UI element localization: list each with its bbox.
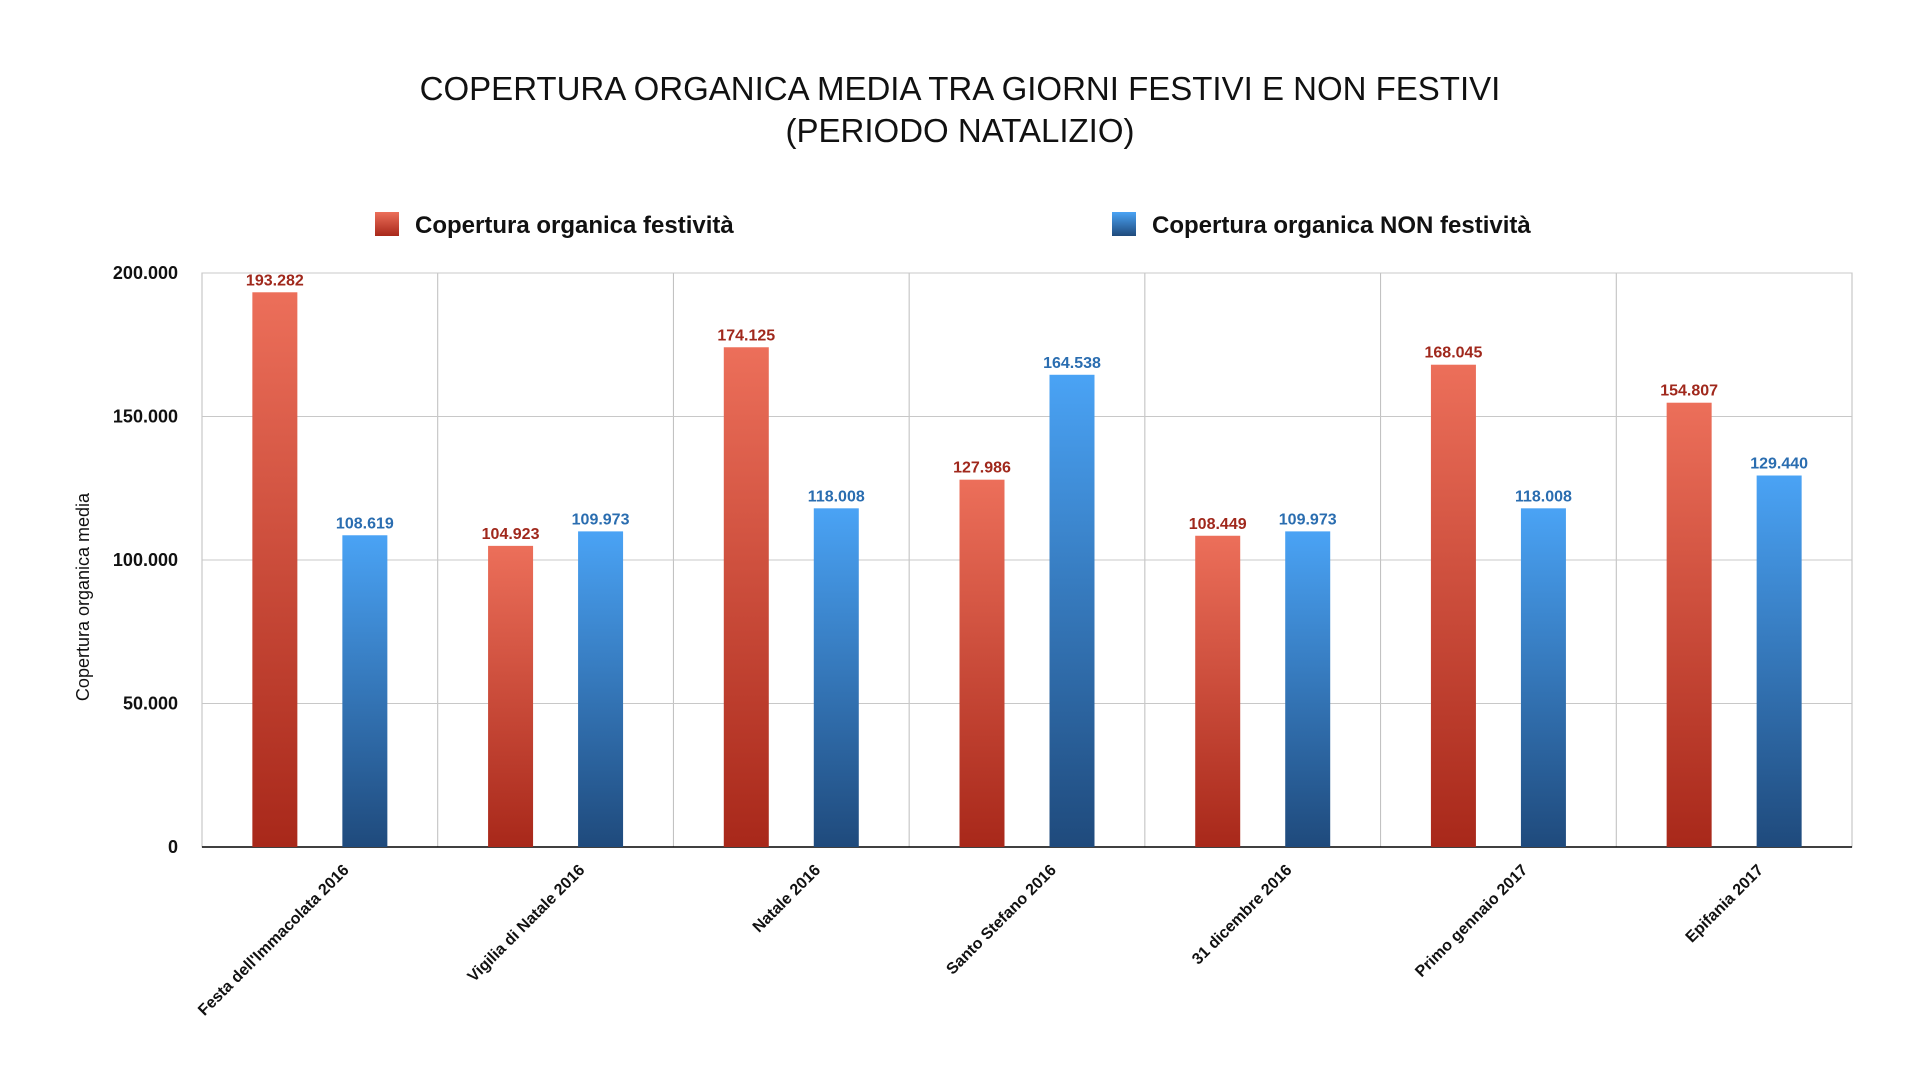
- x-tick-label: Natale 2016: [750, 862, 824, 936]
- bar-non-festivita: [813, 508, 859, 847]
- value-label-festivita: 108.449: [1189, 516, 1247, 533]
- value-label-festivita: 127.986: [953, 460, 1011, 477]
- y-axis-ticks: 0 50.000 100.000 150.000 200.000: [113, 263, 178, 857]
- value-label-non-festivita: 108.619: [336, 515, 394, 532]
- x-tick-label: Epifania 2017: [1683, 862, 1767, 946]
- value-label-non-festivita: 164.538: [1043, 355, 1101, 372]
- bar-festivita: [1666, 402, 1712, 847]
- value-label-non-festivita: 118.008: [1515, 488, 1572, 505]
- legend: Copertura organica festività Copertura o…: [375, 212, 1531, 239]
- bar-festivita: [959, 479, 1005, 847]
- legend-swatch-non-festivita: [1112, 212, 1136, 236]
- x-tick-label: 31 dicembre 2016: [1189, 862, 1295, 968]
- bar-non-festivita: [1756, 475, 1802, 847]
- value-label-non-festivita: 109.973: [1279, 511, 1337, 528]
- bar-festivita: [252, 292, 298, 848]
- value-label-festivita: 193.282: [246, 272, 304, 289]
- bar-festivita: [1430, 364, 1476, 847]
- bars: [252, 292, 1802, 848]
- bar-non-festivita: [578, 531, 624, 847]
- gridlines: [202, 272, 1852, 704]
- y-tick-label: 200.000: [113, 263, 178, 283]
- bar-non-festivita: [1049, 374, 1095, 847]
- y-tick-label: 50.000: [123, 694, 178, 714]
- value-label-non-festivita: 109.973: [572, 511, 630, 528]
- y-tick-label: 150.000: [113, 407, 178, 427]
- bar-festivita: [488, 545, 534, 847]
- value-labels: 193.282 104.923 174.125 127.986 108.449 168.0…: [246, 272, 1808, 543]
- value-label-festivita: 104.923: [482, 526, 540, 543]
- x-tick-label: Primo gennaio 2017: [1412, 862, 1531, 981]
- bar-non-festivita: [1520, 508, 1566, 847]
- bar-non-festivita: [1285, 531, 1331, 847]
- bar-festivita: [723, 347, 769, 847]
- legend-swatch-festivita: [375, 212, 399, 236]
- bar-festivita: [1195, 535, 1241, 847]
- y-tick-label: 0: [168, 837, 178, 857]
- x-tick-label: Santo Stefano 2016: [943, 862, 1059, 978]
- chart-title: COPERTURA ORGANICA MEDIA TRA GIORNI FEST…: [420, 70, 1501, 107]
- y-axis-label: Copertura organica media: [73, 492, 93, 701]
- value-label-non-festivita: 129.440: [1750, 456, 1808, 473]
- value-label-non-festivita: 118.008: [808, 488, 865, 505]
- chart-subtitle: (PERIODO NATALIZIO): [786, 112, 1135, 149]
- value-label-festivita: 174.125: [717, 327, 775, 344]
- legend-label-non-festivita: Copertura organica NON festività: [1152, 212, 1531, 239]
- y-tick-label: 100.000: [113, 550, 178, 570]
- bar-non-festivita: [342, 535, 388, 847]
- x-tick-label: Festa dell'Immacolata 2016: [195, 862, 353, 1020]
- legend-label-festivita: Copertura organica festività: [415, 212, 734, 239]
- x-axis-ticks: Festa dell'Immacolata 2016 Vigilia di Nat…: [195, 862, 1767, 1020]
- value-label-festivita: 154.807: [1660, 383, 1718, 400]
- x-tick-label: Vigilia di Natale 2016: [465, 862, 589, 986]
- value-label-festivita: 168.045: [1425, 345, 1483, 362]
